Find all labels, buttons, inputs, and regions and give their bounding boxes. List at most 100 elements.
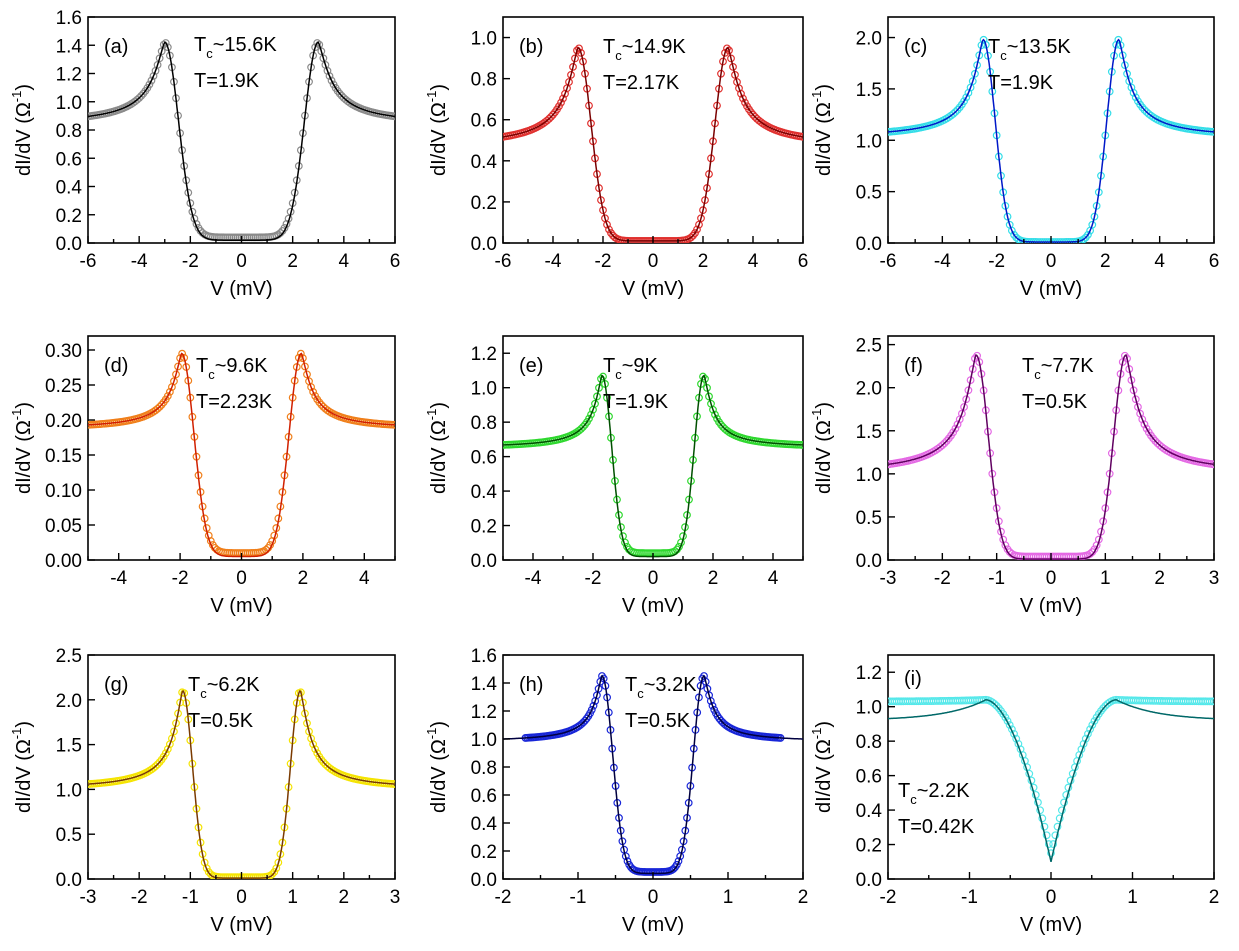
data-point xyxy=(317,47,326,56)
panel-f: -3 -2 -1 0 1 2 3 0.0 0.5 1.0 1.5 2.0 2.5 V (mV) dI/dV … xyxy=(809,335,1219,617)
y-tick-label: 1.6 xyxy=(56,8,82,29)
x-tick-label: 1 xyxy=(1127,887,1138,908)
data-point xyxy=(309,388,318,396)
temperature-annotation: T=2.17K xyxy=(603,72,680,94)
data-point xyxy=(951,424,960,433)
plot-area xyxy=(88,39,395,242)
y-tick-label: 0.2 xyxy=(56,206,82,227)
data-point xyxy=(587,705,596,714)
x-tick-label: -1 xyxy=(961,887,978,908)
data-point xyxy=(589,701,598,710)
x-axis-title: V (mV) xyxy=(210,595,272,617)
y-tick-label: 0.05 xyxy=(45,516,82,537)
y-tick-label: 0.8 xyxy=(471,413,497,434)
y-tick-label: 0.0 xyxy=(471,234,497,255)
temperature-annotation: T=0.42K xyxy=(898,816,975,838)
panel-c: -6 -4 -2 0 2 4 6 0.0 0.5 1.0 1.5 2.0 V (mV) dI/dV (Ω-… xyxy=(809,16,1219,300)
data-point xyxy=(936,443,945,451)
data-point xyxy=(317,400,326,409)
data-point xyxy=(1131,93,1140,102)
data-point xyxy=(315,398,324,407)
data-point xyxy=(960,403,968,411)
x-tick-label: 6 xyxy=(798,251,809,272)
data-point xyxy=(180,689,189,698)
x-tick-label: 0 xyxy=(648,251,659,272)
panel-label: (i) xyxy=(904,668,922,690)
fit-line xyxy=(888,699,1214,862)
data-point xyxy=(565,78,573,86)
data-point xyxy=(1138,415,1147,424)
y-tick-label: 0.0 xyxy=(471,870,497,891)
y-axis-title: dI/dV (Ω-1) xyxy=(809,402,835,494)
data-point xyxy=(591,399,599,408)
data-point xyxy=(1079,235,1088,243)
data-point xyxy=(699,372,707,381)
y-tick-label: 1.4 xyxy=(56,36,83,57)
data-point xyxy=(1131,395,1140,404)
y-tick-label: 1.4 xyxy=(471,674,498,695)
y-tick-label: 0.00 xyxy=(45,551,82,572)
data-point xyxy=(161,749,170,758)
x-tick-label: -3 xyxy=(880,568,897,589)
data-point xyxy=(749,110,757,119)
data-point xyxy=(1003,717,1012,725)
data-point xyxy=(157,400,166,409)
data-point xyxy=(301,362,309,371)
x-tick-label: -3 xyxy=(80,887,97,908)
data-point xyxy=(721,48,729,57)
tc-annotation: Tc~14.9K xyxy=(603,36,686,63)
x-tick-label: 2 xyxy=(298,568,309,589)
y-tick-label: 0.2 xyxy=(856,836,882,857)
panel-label: (d) xyxy=(104,355,128,377)
panel-h: -2 -1 0 1 2 0.0 0.2 0.4 0.6 0.8 1.0 1.2 1.4 1.6 V (mV)… xyxy=(424,646,808,936)
data-point xyxy=(1207,697,1214,706)
data-point xyxy=(717,420,725,429)
data-point xyxy=(1084,230,1092,239)
data-point xyxy=(559,94,567,103)
fit-line xyxy=(503,674,803,875)
y-tick-label: 0.8 xyxy=(471,70,497,91)
data-point xyxy=(557,98,565,107)
x-tick-label: -2 xyxy=(182,251,199,272)
data-point xyxy=(157,47,166,56)
data-point xyxy=(174,362,182,371)
plot-area xyxy=(503,372,803,558)
y-axis-title: dI/dV (Ω-1) xyxy=(9,402,35,494)
data-point xyxy=(168,734,176,743)
plot-area xyxy=(888,35,1214,243)
data-point xyxy=(270,868,279,876)
data-point xyxy=(1049,840,1058,848)
data-point xyxy=(1044,840,1053,848)
data-point xyxy=(305,727,313,736)
data-point xyxy=(1123,69,1131,78)
y-tick-label: 2.0 xyxy=(856,29,882,50)
data-point xyxy=(153,760,162,769)
x-tick-label: 0 xyxy=(1046,568,1057,589)
x-tick-label: -6 xyxy=(880,251,897,272)
data-point xyxy=(585,414,593,423)
x-tick-label: -6 xyxy=(80,251,97,272)
data-point xyxy=(1007,226,1016,235)
data-point xyxy=(327,76,336,85)
y-tick-label: 1.5 xyxy=(856,80,882,101)
x-axis-title: V (mV) xyxy=(622,914,684,936)
x-tick-label: 0 xyxy=(236,887,247,908)
data-point xyxy=(687,233,695,242)
y-tick-label: 0.5 xyxy=(856,183,882,204)
x-tick-label: 2 xyxy=(1154,568,1165,589)
y-tick-label: 1.2 xyxy=(56,65,82,86)
data-point xyxy=(747,108,755,117)
data-point xyxy=(1120,61,1129,70)
data-point xyxy=(1138,103,1147,112)
y-axis-title: dI/dV (Ω-1) xyxy=(424,402,450,494)
x-tick-label: 2 xyxy=(1100,251,1111,272)
data-point xyxy=(723,44,731,53)
x-tick-label: 1 xyxy=(287,887,298,908)
x-tick-label: -2 xyxy=(585,568,602,589)
panel-label: (g) xyxy=(104,674,128,696)
y-tick-label: 1.2 xyxy=(856,663,882,684)
y-tick-label: 0.4 xyxy=(471,814,498,835)
data-point xyxy=(949,110,958,118)
data-point xyxy=(1134,403,1142,411)
data-point xyxy=(990,699,999,708)
